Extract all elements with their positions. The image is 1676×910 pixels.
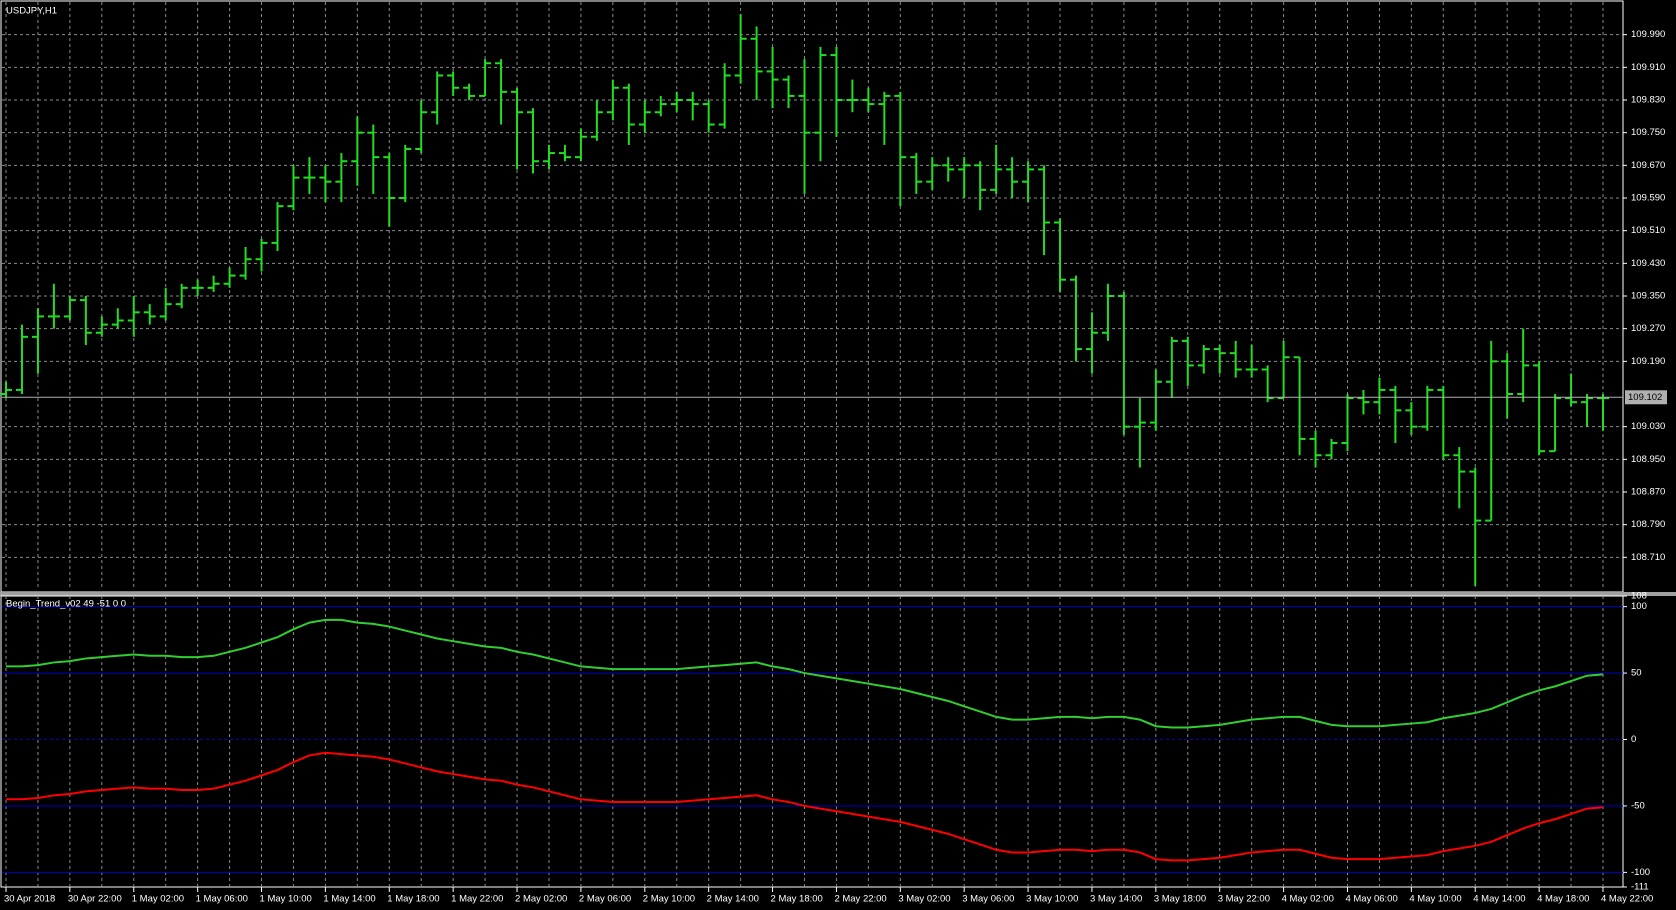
- current-price-label: 109.102: [1628, 392, 1662, 403]
- x-tick-label: 3 May 10:00: [1026, 894, 1078, 905]
- y-tick-label: 109.750: [1631, 127, 1665, 138]
- x-tick-label: 2 May 14:00: [707, 894, 759, 905]
- y-tick-label: 109.990: [1631, 29, 1665, 40]
- x-tick-label: 3 May 14:00: [1090, 894, 1142, 905]
- current-price-box: [1625, 390, 1667, 405]
- y-tick-label: 109.670: [1631, 160, 1665, 171]
- x-tick-label: 2 May 22:00: [834, 894, 886, 905]
- x-tick-label: 3 May 06:00: [962, 894, 1014, 905]
- y-tick-label: 108.870: [1631, 487, 1665, 498]
- x-tick-label: 4 May 06:00: [1345, 894, 1397, 905]
- x-tick-label: 1 May 22:00: [451, 894, 503, 905]
- y-tick-label: 109.270: [1631, 323, 1665, 334]
- y-tick-label: 108: [1631, 591, 1647, 602]
- x-tick-label: 3 May 22:00: [1218, 894, 1270, 905]
- x-tick-label: 1 May 02:00: [132, 894, 184, 905]
- y-tick-label: 109.590: [1631, 193, 1665, 204]
- x-tick-label: 1 May 06:00: [196, 894, 248, 905]
- x-tick-label: 4 May 14:00: [1473, 894, 1525, 905]
- y-tick-label: 109.430: [1631, 258, 1665, 269]
- y-tick-label: 50: [1631, 668, 1642, 679]
- y-tick-label: 109.190: [1631, 356, 1665, 367]
- x-tick-label: 4 May 22:00: [1601, 894, 1653, 905]
- y-tick-label: -50: [1631, 800, 1645, 811]
- y-tick-label: -100: [1631, 867, 1650, 878]
- x-tick-label: 1 May 10:00: [260, 894, 312, 905]
- x-tick-label: 2 May 06:00: [579, 894, 631, 905]
- indicator-title: Begin_Trend_v02 49 -51 0 0: [6, 599, 126, 610]
- y-tick-label: 108.790: [1631, 519, 1665, 530]
- y-tick-label: 109.510: [1631, 225, 1665, 236]
- y-tick-label: 0: [1631, 734, 1636, 745]
- chart-title: USDJPY,H1: [6, 6, 57, 17]
- y-tick-label: 108.710: [1631, 552, 1665, 563]
- indicator-line: [6, 618, 1604, 729]
- y-tick-label: 109.030: [1631, 421, 1665, 432]
- indicator-line: [6, 751, 1604, 862]
- x-tick-label: 30 Apr 22:00: [68, 894, 122, 905]
- panel-separator: [0, 592, 1676, 596]
- y-tick-label: 109.350: [1631, 291, 1665, 302]
- y-tick-label: 109.830: [1631, 95, 1665, 106]
- x-tick-label: 2 May 10:00: [643, 894, 695, 905]
- x-tick-label: 3 May 02:00: [898, 894, 950, 905]
- x-tick-label: 4 May 18:00: [1537, 894, 1589, 905]
- x-tick-label: 4 May 10:00: [1409, 894, 1461, 905]
- x-tick-label: 30 Apr 2018: [4, 894, 55, 905]
- x-tick-label: 4 May 02:00: [1282, 894, 1334, 905]
- x-tick-label: 3 May 18:00: [1154, 894, 1206, 905]
- y-tick-label: 100: [1631, 601, 1647, 612]
- y-tick-label: 108.950: [1631, 454, 1665, 465]
- indicator-frame: [0, 595, 1624, 888]
- y-tick-label: -111: [1631, 882, 1649, 893]
- x-tick-label: 1 May 18:00: [387, 894, 439, 905]
- x-tick-label: 2 May 18:00: [771, 894, 823, 905]
- x-tick-label: 2 May 02:00: [515, 894, 567, 905]
- x-tick-label: 1 May 14:00: [323, 894, 375, 905]
- y-tick-label: 109.910: [1631, 62, 1665, 73]
